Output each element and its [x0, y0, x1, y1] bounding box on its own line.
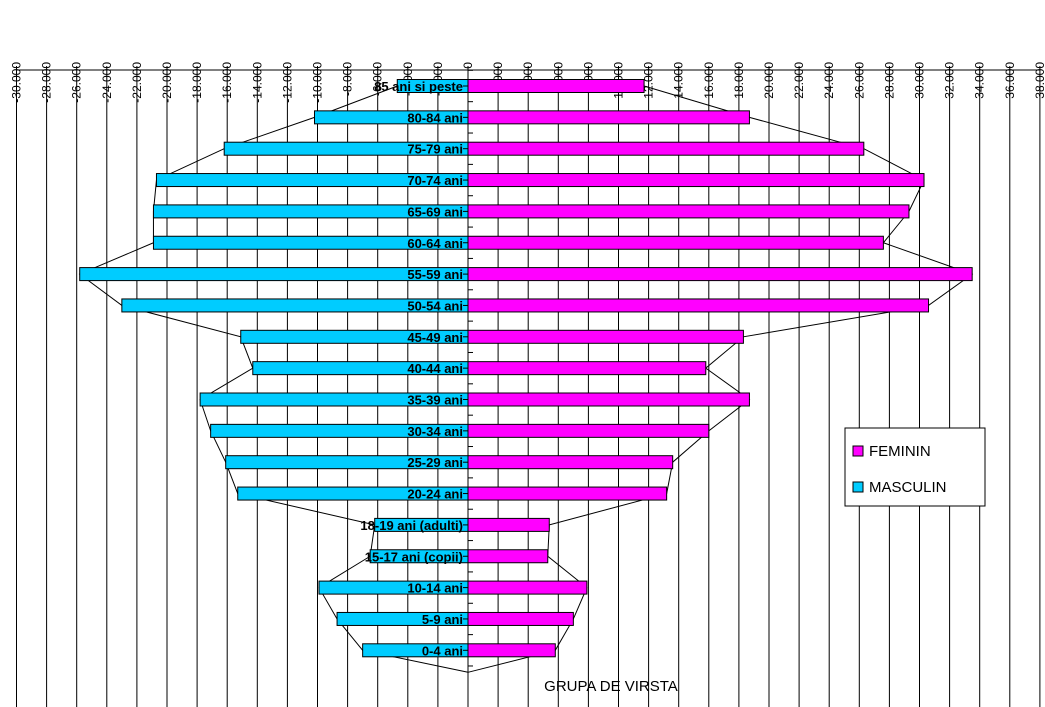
category-label: 70-74 ani	[407, 173, 463, 188]
category-label: 45-49 ani	[407, 330, 463, 345]
bar-feminin	[467, 329, 744, 344]
bar-feminin	[467, 423, 710, 438]
bar-feminin	[467, 298, 930, 313]
legend-box	[844, 427, 986, 507]
bar-feminin	[467, 392, 750, 407]
x-axis-title: GRUPA DE VIRSTA	[544, 678, 678, 695]
bar-feminin	[467, 611, 574, 626]
category-label: 10-14 ani	[407, 581, 463, 596]
category-label: 0-4 ani	[422, 643, 463, 658]
bar-feminin	[467, 141, 865, 156]
category-labels: 0-4 ani 5-9 ani 10-14 ani 15-17 ani (copii)…	[360, 79, 463, 658]
category-label: 60-64 ani	[407, 236, 463, 251]
category-label: 80-84 ani	[407, 110, 463, 125]
bar-feminin	[467, 110, 750, 125]
category-label: 18-19 ani (adulti)	[360, 518, 463, 533]
bar-feminin	[467, 79, 645, 93]
bar-feminin	[467, 204, 910, 219]
category-label: 40-44 ani	[407, 361, 463, 376]
bar-feminin	[467, 580, 588, 595]
category-label: 75-79 ani	[407, 142, 463, 157]
bar-feminin	[467, 267, 973, 282]
y-axis	[463, 69, 473, 707]
category-label: 85 ani si peste	[374, 79, 463, 94]
bar-feminin	[467, 173, 925, 188]
bar-feminin	[467, 235, 884, 250]
x-tick-label: 38.000	[1033, 62, 1045, 99]
category-label: 65-69 ani	[407, 204, 463, 219]
bar-feminin	[467, 455, 674, 470]
bars	[79, 79, 973, 658]
legend-label-masculin: MASCULIN	[869, 479, 947, 496]
bar-feminin	[467, 486, 668, 501]
bar-feminin	[467, 517, 550, 532]
legend-label-feminin: FEMININ	[869, 443, 931, 460]
category-label: 30-34 ani	[407, 424, 463, 439]
legend-swatch-masculin	[852, 481, 864, 493]
legend-swatch-feminin	[852, 445, 864, 457]
category-label: 35-39 ani	[407, 393, 463, 408]
bar-feminin	[467, 549, 549, 564]
category-label: 55-59 ani	[407, 267, 463, 282]
gridlines	[16, 66, 1041, 707]
category-label: 20-24 ani	[407, 487, 463, 502]
legend: FEMININ MASCULIN	[844, 427, 986, 507]
bar-feminin	[467, 643, 556, 658]
x-tick-label: 0	[461, 62, 475, 69]
category-label: 15-17 ani (copii)	[365, 549, 463, 564]
category-label: 25-29 ani	[407, 455, 463, 470]
category-label: 50-54 ani	[407, 298, 463, 313]
bar-feminin	[467, 361, 707, 376]
category-label: 5-9 ani	[422, 612, 463, 627]
